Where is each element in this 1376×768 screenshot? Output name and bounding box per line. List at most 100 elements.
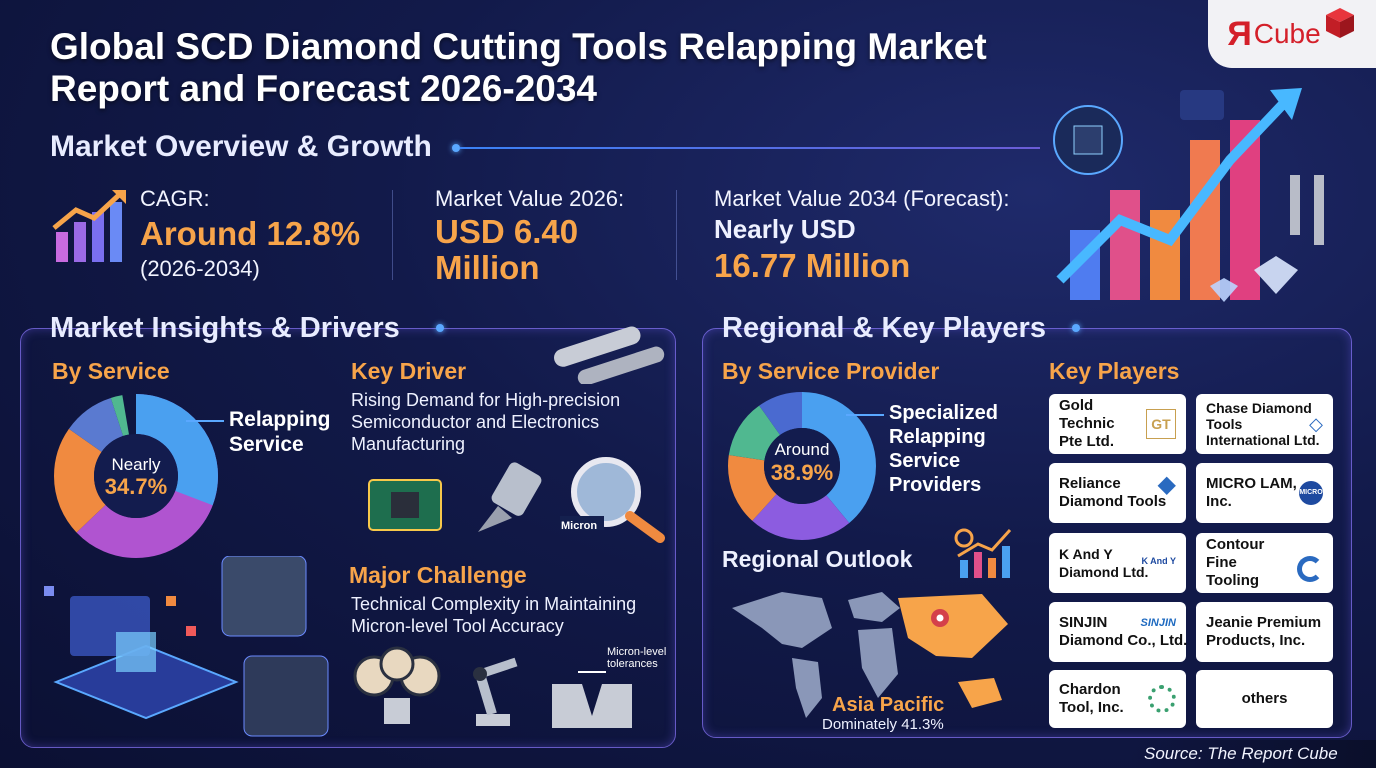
player-card: Chase Diamond Tools International Ltd. ◇ xyxy=(1196,394,1333,454)
title-line-2: Report and Forecast 2026-2034 xyxy=(50,68,598,109)
magnifier-icon xyxy=(560,457,665,543)
driver-text-1: Rising Demand for High-precision xyxy=(351,390,621,410)
donut-label-1: Specialized xyxy=(889,402,998,424)
drill-bit-icon xyxy=(478,462,542,532)
player-name-2: Products, Inc. xyxy=(1206,632,1306,649)
player-card: Jeanie Premium Products, Inc. xyxy=(1196,602,1333,662)
player-name-1: Chardon xyxy=(1059,681,1121,698)
divider xyxy=(676,190,677,280)
cube-icon xyxy=(1325,8,1354,38)
finance-chart-icon xyxy=(954,528,1012,578)
chip-icon xyxy=(368,479,442,531)
source-text: Source: The Report Cube xyxy=(1144,744,1338,763)
mv2034-label: Market Value 2034 (Forecast): xyxy=(714,186,1010,211)
regional-outlook-heading: Regional Outlook xyxy=(722,546,913,572)
donut-center-text-2: 34.7% xyxy=(104,474,168,499)
challenge-text-1: Technical Complexity in Maintaining xyxy=(351,594,637,614)
heading-dot xyxy=(1072,324,1080,332)
player-card: others xyxy=(1196,670,1333,728)
region-name: Asia Pacific xyxy=(832,694,945,716)
regional-panel xyxy=(702,328,1352,738)
cutting-tool-icon xyxy=(554,326,665,384)
donut-center-text-1: Nearly xyxy=(111,455,161,474)
player-card: MICRO LAM, Inc. MICRO xyxy=(1196,463,1333,523)
insights-panel xyxy=(20,328,676,748)
player-name-2: Tool, Inc. xyxy=(1059,699,1124,716)
heading-dot xyxy=(452,144,460,152)
cagr-value: Around 12.8% xyxy=(140,215,361,252)
contour-c-icon xyxy=(1297,556,1323,582)
mv2034-value-1: Nearly USD xyxy=(714,214,856,244)
tolerance-label-1: Micron-level xyxy=(607,646,667,658)
logo-word: Cube xyxy=(1253,18,1321,49)
player-name-2: Inc. xyxy=(1206,493,1232,510)
robot-arm-icon xyxy=(473,657,518,726)
driver-text-2: Semiconductor and Electronics xyxy=(351,412,600,432)
diamond-icon: ◇ xyxy=(1309,414,1323,434)
player-name-1: Jeanie Premium xyxy=(1206,614,1322,631)
donut-label-2: Service xyxy=(229,433,304,456)
mv2026-value-1: USD 6.40 xyxy=(435,213,579,250)
heading-line xyxy=(460,147,1040,149)
mv2026-value-2: Million xyxy=(435,249,540,286)
overview-heading: Market Overview & Growth xyxy=(50,130,432,163)
insights-heading: Market Insights & Drivers xyxy=(50,312,400,344)
player-card: SINJIN Diamond Co., Ltd. SINJIN xyxy=(1049,602,1188,662)
world-map xyxy=(732,592,1008,718)
player-name-2: Diamond Ltd. xyxy=(1059,564,1149,580)
by-service-heading: By Service xyxy=(52,358,170,384)
key-driver-heading: Key Driver xyxy=(351,358,467,384)
player-name-1: Contour Fine xyxy=(1206,536,1265,571)
player-name-2: Tooling xyxy=(1206,572,1260,589)
diamond-icon: ◆ xyxy=(1157,471,1176,498)
driver-text-3: Manufacturing xyxy=(351,434,466,454)
donut-center-text-2: 38.9% xyxy=(770,460,834,485)
mv2026-label: Market Value 2026: xyxy=(435,186,625,211)
donut-leader-line xyxy=(186,420,224,422)
donut-center-text-1: Around xyxy=(774,440,830,459)
logo-mark: Я xyxy=(1227,14,1252,53)
challenge-text-2: Micron-level Tool Accuracy xyxy=(351,616,564,636)
player-name-1: K And Y xyxy=(1059,546,1113,562)
k-and-y-logo: K And Y xyxy=(1141,556,1176,566)
player-card: Contour Fine Tooling xyxy=(1196,533,1333,593)
source-footer xyxy=(1130,740,1376,768)
title-line-1: Global SCD Diamond Cutting Tools Relappi… xyxy=(50,26,987,67)
key-players-heading: Key Players xyxy=(1049,358,1180,384)
micro-lam-logo: MICRO xyxy=(1299,481,1323,505)
region-share: Dominately 41.3% xyxy=(822,716,944,733)
divider xyxy=(392,190,393,280)
player-card: Chardon Tool, Inc. xyxy=(1049,670,1186,728)
player-name-2: Tools xyxy=(1206,416,1243,432)
player-name-1: others xyxy=(1241,690,1288,707)
brand-logo: Я Cube xyxy=(1208,0,1376,68)
by-provider-heading: By Service Provider xyxy=(722,358,940,384)
market-growth-illustration xyxy=(1053,88,1324,302)
donut-leader-line xyxy=(846,414,884,416)
regional-heading: Regional & Key Players xyxy=(722,312,1046,344)
player-name-1: MICRO LAM, xyxy=(1206,475,1297,492)
sinjin-logo: SINJIN xyxy=(1140,617,1176,629)
major-challenge-heading: Major Challenge xyxy=(349,562,527,588)
tolerance-label-2: tolerances xyxy=(607,658,658,670)
player-name-3: International Ltd. xyxy=(1206,432,1320,448)
donut-label-1: Relapping xyxy=(229,408,331,431)
page-title: Global SCD Diamond Cutting Tools Relappi… xyxy=(50,26,1170,110)
player-card: Gold Technic Pte Ltd. GT xyxy=(1049,394,1186,454)
gold-technic-logo: GT xyxy=(1146,409,1176,439)
cagr-label: CAGR: xyxy=(140,186,210,211)
player-name-2: Diamond Co., Ltd. xyxy=(1059,632,1188,649)
service-donut-chart xyxy=(54,394,218,558)
player-card: K And Y Diamond Ltd. K And Y xyxy=(1049,533,1186,593)
donut-label-2: Relapping xyxy=(889,426,986,448)
donut-label-3: Service xyxy=(889,450,961,472)
player-name-1: SINJIN xyxy=(1059,614,1108,631)
player-name-2: Pte Ltd. xyxy=(1059,433,1114,450)
micron-tag: Micron xyxy=(561,520,598,532)
player-name-1: Chase Diamond xyxy=(1206,400,1312,416)
factory-automation-illustration xyxy=(44,556,329,737)
player-card: Reliance Diamond Tools ◆ xyxy=(1049,463,1186,523)
tolerance-diagram-icon xyxy=(552,671,632,728)
growth-chart-icon xyxy=(52,190,126,262)
player-name-1: Reliance xyxy=(1059,475,1121,492)
